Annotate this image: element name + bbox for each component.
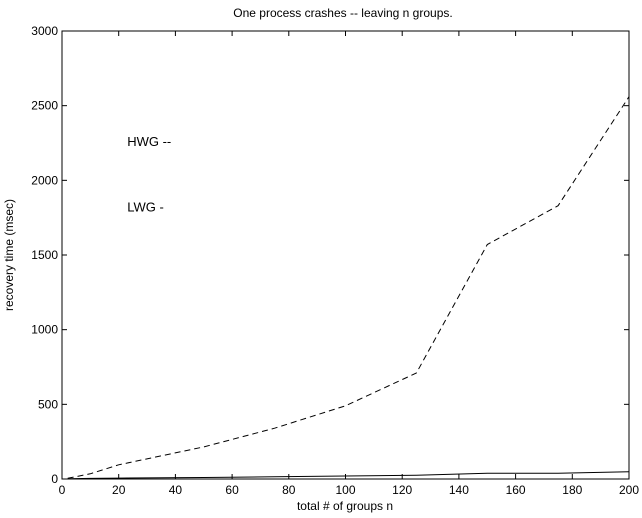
x-tick-label: 20 bbox=[112, 483, 126, 497]
series-layer bbox=[67, 96, 630, 480]
y-axis-ticks: 0 500 1000 1500 2000 2500 3000 bbox=[31, 24, 629, 486]
x-tick-label: 120 bbox=[392, 483, 412, 497]
x-tick-label: 40 bbox=[169, 483, 183, 497]
legend-annotation: HWG -- bbox=[127, 134, 171, 149]
y-tick-label: 2000 bbox=[31, 173, 58, 187]
x-tick-label: 160 bbox=[506, 483, 526, 497]
y-tick-label: 3000 bbox=[31, 24, 58, 38]
x-axis-label: total # of groups n bbox=[297, 499, 393, 513]
series-line-lwg bbox=[67, 471, 630, 480]
y-tick-label: 1000 bbox=[31, 323, 58, 337]
y-tick-label: 2500 bbox=[31, 99, 58, 113]
x-tick-label: 180 bbox=[562, 483, 582, 497]
x-axis-ticks: 0 20 40 60 80 100 120 140 160 180 200 bbox=[59, 31, 639, 497]
y-axis-label: recovery time (msec) bbox=[2, 199, 16, 311]
series-line-hwg bbox=[67, 96, 630, 479]
y-tick-label: 0 bbox=[51, 472, 58, 486]
annotation-layer: HWG -- LWG - bbox=[127, 134, 171, 215]
chart-title: One process crashes -- leaving n groups. bbox=[233, 6, 452, 20]
y-tick-label: 500 bbox=[38, 397, 58, 411]
x-tick-label: 0 bbox=[59, 483, 66, 497]
plot-frame bbox=[61, 30, 630, 480]
x-tick-label: 80 bbox=[282, 483, 296, 497]
x-tick-label: 140 bbox=[449, 483, 469, 497]
x-tick-label: 60 bbox=[225, 483, 239, 497]
y-tick-label: 1500 bbox=[31, 248, 58, 262]
legend-annotation: LWG - bbox=[127, 200, 164, 215]
x-tick-label: 100 bbox=[335, 483, 355, 497]
x-tick-label: 200 bbox=[619, 483, 639, 497]
